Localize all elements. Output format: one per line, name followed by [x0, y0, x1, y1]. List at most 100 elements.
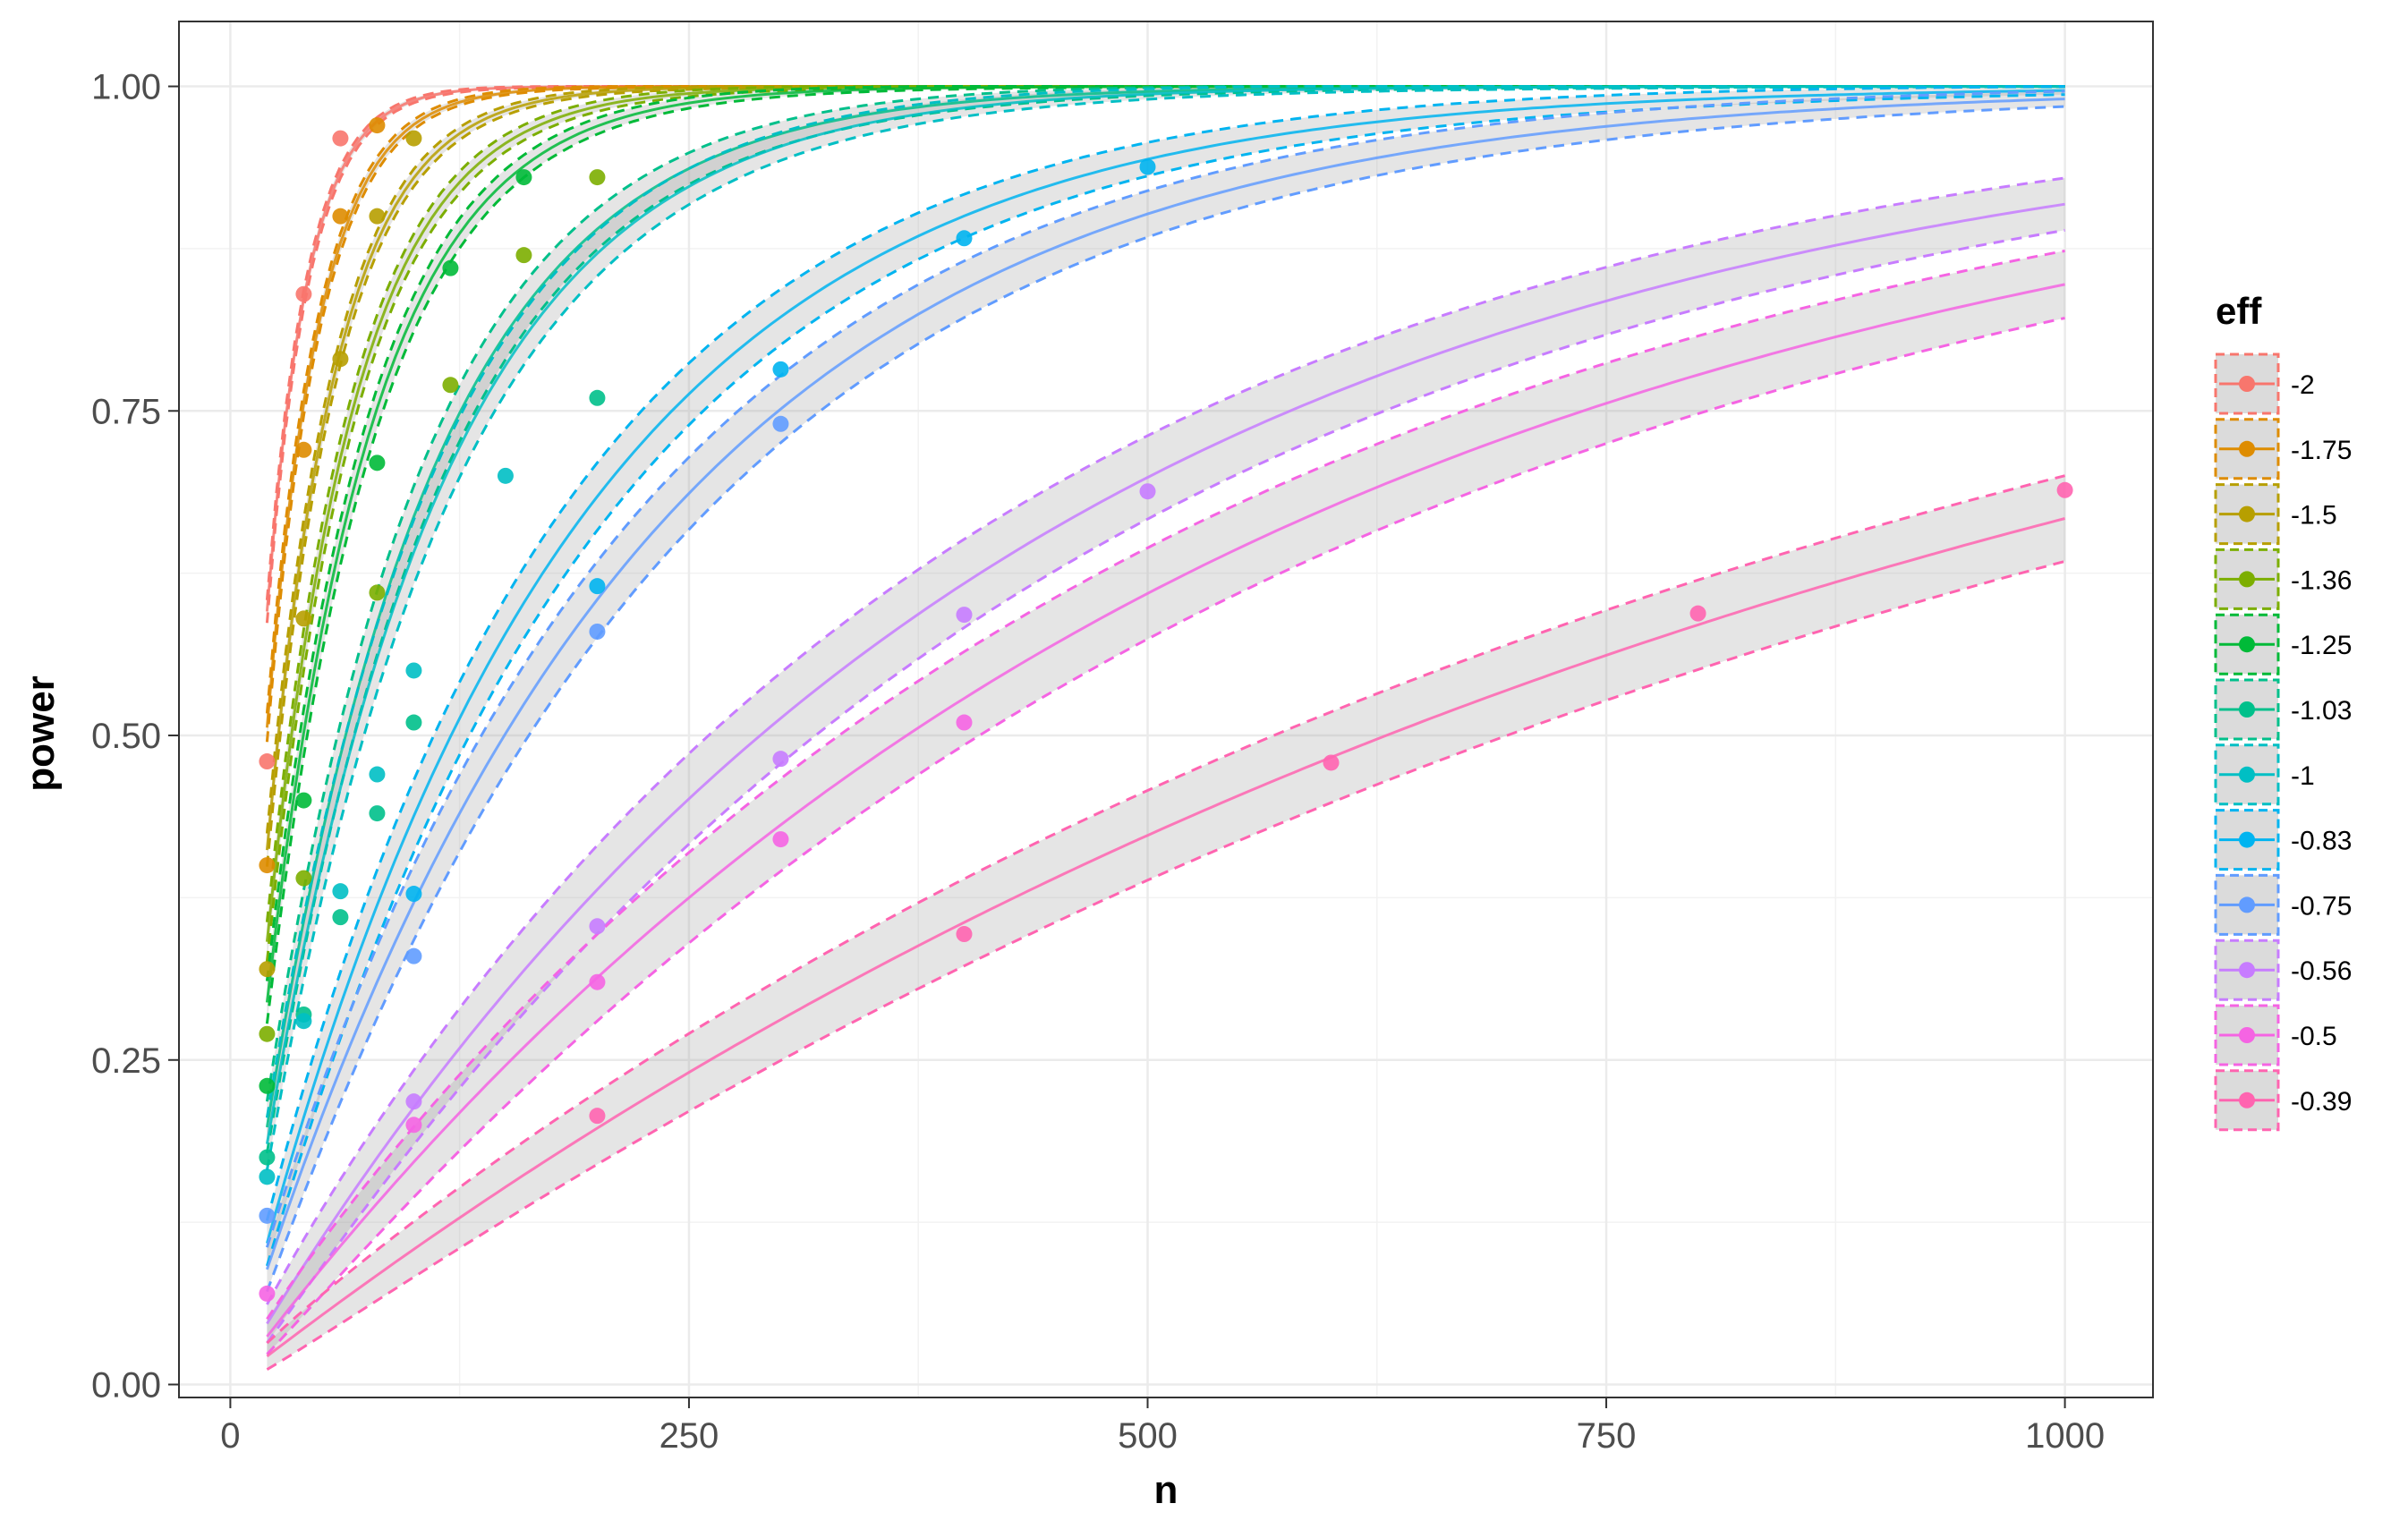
ci-upper--0.5 [266, 249, 2065, 1321]
data-point--1.75 [259, 857, 276, 874]
legend-key-point [2239, 376, 2255, 392]
legend-key-point [2239, 571, 2255, 588]
legend-label: -1.36 [2291, 565, 2352, 595]
legend-key-point [2239, 766, 2255, 783]
legend-label: -0.5 [2291, 1022, 2337, 1051]
legend-item--0.5: -0.5 [2214, 1004, 2337, 1066]
grid-lines [179, 21, 2153, 1397]
legend-label: -1.5 [2291, 501, 2337, 531]
data-point--0.56 [956, 607, 973, 624]
legend-item--0.75: -0.75 [2214, 873, 2352, 936]
data-point--1.5 [405, 130, 422, 147]
data-point--0.56 [405, 1093, 422, 1110]
ci-lower--0.39 [266, 559, 2065, 1371]
series-line--0.75 [265, 98, 2065, 1270]
data-point--0.75 [589, 623, 606, 640]
data-point--1.03 [589, 389, 606, 406]
legend-key-point [2239, 1092, 2255, 1109]
data-point--0.39 [956, 926, 973, 943]
ci-upper--0.83 [265, 85, 2065, 1221]
data-point--1.25 [295, 792, 312, 809]
y-tick-label: 0.50 [91, 717, 161, 756]
ci-lower--1.03 [265, 85, 2065, 1154]
data-point--2 [259, 753, 276, 770]
legend-key-point [2239, 440, 2255, 457]
series-lines [265, 85, 2065, 1371]
data-point--2 [295, 285, 312, 302]
series-line--0.56 [266, 202, 2065, 1325]
data-point--0.56 [589, 918, 606, 935]
data-point--0.75 [405, 947, 422, 964]
data-point--0.5 [956, 714, 973, 731]
series-line--0.83 [265, 89, 2065, 1244]
data-point--1.36 [515, 247, 532, 264]
legend-label: -1.75 [2291, 436, 2352, 465]
data-point--0.83 [589, 578, 606, 595]
panel-border [178, 21, 2154, 1398]
legend-key-point [2239, 636, 2255, 653]
data-point--1.75 [332, 208, 349, 225]
data-point--0.39 [1323, 754, 1340, 771]
y-tick-label: 0.25 [91, 1041, 161, 1081]
data-point--1.36 [369, 584, 386, 601]
data-point--1.25 [259, 1077, 276, 1094]
data-point--0.75 [772, 415, 789, 432]
data-point--1.36 [295, 870, 312, 887]
data-point--0.39 [589, 1108, 606, 1125]
data-point--0.83 [956, 230, 973, 247]
y-tick-label: 0.00 [91, 1365, 161, 1405]
legend-label: -1.03 [2291, 696, 2352, 726]
data-point--1 [259, 1168, 276, 1185]
data-point--1 [295, 1013, 312, 1030]
legend-item--1.36: -1.36 [2214, 548, 2352, 610]
y-tick-label: 0.75 [91, 392, 161, 431]
legend-key-point [2239, 831, 2255, 848]
data-point--0.39 [2056, 481, 2073, 498]
data-point--1 [369, 766, 386, 783]
ci-lower--0.75 [265, 105, 2065, 1293]
legend-key-point [2239, 505, 2255, 522]
ci-band--0.83 [267, 86, 2065, 1266]
x-tick-label: 750 [1577, 1416, 1637, 1456]
x-axis-title: n [1154, 1468, 1178, 1512]
data-point--0.5 [405, 1117, 422, 1134]
data-point--1.03 [259, 1149, 276, 1166]
legend-key-point [2239, 701, 2255, 718]
legend-item--1.5: -1.5 [2214, 483, 2337, 546]
x-tick-label: 1000 [2025, 1416, 2105, 1456]
legend-label: -1 [2291, 761, 2315, 791]
y-axis-title: power [19, 675, 63, 792]
series-line--0.5 [266, 283, 2065, 1338]
data-point--1.36 [589, 169, 606, 186]
data-point--1 [497, 467, 514, 484]
series-points [259, 117, 2073, 1302]
legend-label: -0.83 [2291, 827, 2352, 856]
data-point--0.39 [1689, 605, 1706, 622]
legend-label: -0.56 [2291, 956, 2352, 986]
data-point--1.25 [515, 169, 532, 186]
ci-upper--0.75 [265, 89, 2065, 1248]
data-point--0.56 [772, 751, 789, 768]
ci-upper--1 [265, 85, 2065, 1118]
data-point--1 [405, 662, 422, 679]
data-point--2 [332, 130, 349, 147]
data-point--0.5 [259, 1285, 276, 1302]
data-point--1.75 [369, 117, 386, 134]
data-point--1.03 [332, 909, 349, 926]
data-point--1.5 [295, 610, 312, 627]
legend: eff -2 -1.75 -1.5 -1.36 -1.25 -1.03 -1 -0.83 -0.… [2214, 290, 2352, 1132]
x-tick-label: 500 [1118, 1416, 1178, 1456]
legend-item--0.56: -0.56 [2214, 939, 2352, 1001]
data-point--0.56 [1139, 483, 1156, 500]
data-point--1.5 [369, 208, 386, 225]
data-point--1 [332, 883, 349, 900]
data-point--1.75 [295, 441, 312, 458]
legend-label: -2 [2291, 370, 2315, 400]
data-point--1.25 [442, 259, 459, 276]
legend-label: -1.25 [2291, 631, 2352, 660]
legend-item--1.75: -1.75 [2214, 418, 2352, 480]
ci-upper--0.39 [266, 474, 2065, 1345]
confidence-bands [267, 86, 2065, 1370]
